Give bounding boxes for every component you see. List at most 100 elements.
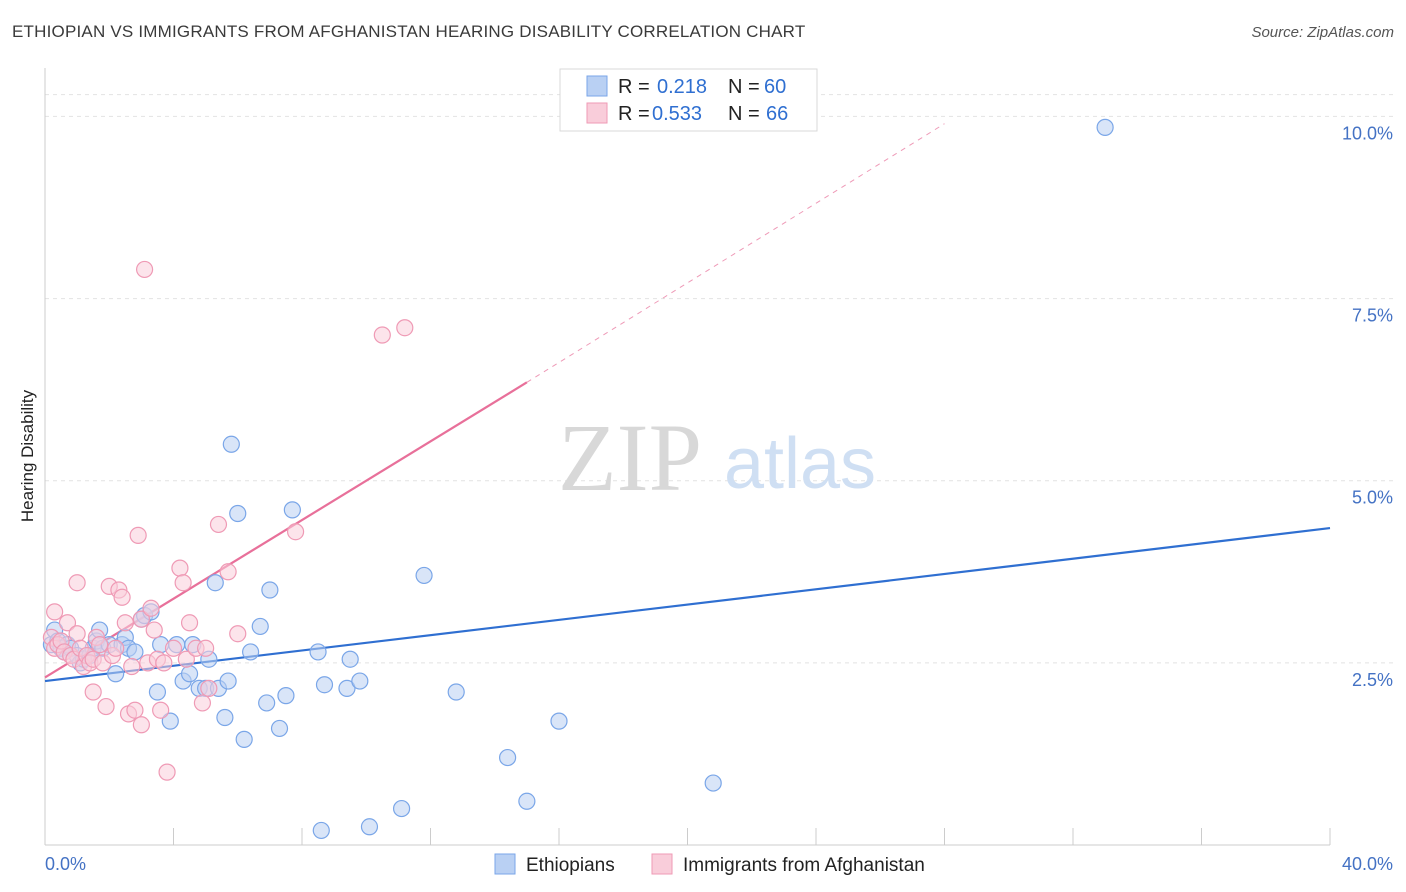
ethiopians-point-37 (219, 672, 237, 690)
afghanistan-point-53 (286, 523, 305, 541)
stats-swatch-afghanistan (586, 102, 608, 124)
ethiopians-point-36 (216, 708, 234, 727)
afghanistan-point-6 (58, 614, 77, 632)
ethiopians-point-59 (518, 792, 536, 810)
y-tick-label-2: 7.5% (1352, 306, 1393, 326)
watermark-atlas: atlas (724, 424, 876, 504)
afghanistan-point-23 (107, 639, 125, 657)
afghanistan-point-26 (116, 614, 134, 632)
afghanistan-point-39 (155, 654, 173, 672)
afghanistan-point-10 (68, 574, 86, 592)
ethiopians-point-48 (309, 643, 327, 661)
ethiopians-point-46 (277, 687, 295, 705)
afghanistan-point-45 (180, 614, 199, 632)
y-axis-title: Hearing Disability (18, 389, 37, 522)
ethiopians-point-24 (148, 683, 167, 701)
afghanistan-point-16 (84, 683, 102, 701)
afghanistan-point-41 (164, 639, 183, 657)
ethiopians-point-54 (360, 818, 379, 836)
afghanistan-point-50 (209, 515, 228, 534)
stats-r-label-2: R = (618, 103, 650, 125)
stats-r-label-1: R = (618, 76, 650, 98)
afghanistan-point-48 (197, 639, 215, 657)
stats-legend: R = 0.218 N = 60 R = 0.533 N = 66 (559, 68, 818, 132)
stats-r-value-ethiopians: 0.218 (657, 76, 707, 98)
legend-label-afghanistan: Immigrants from Afghanistan (683, 855, 925, 876)
ethiopians-point-43 (258, 694, 276, 712)
ethiopians-point-38 (222, 435, 240, 453)
stats-n-label-1: N = (728, 76, 760, 98)
y-tick-label-0: 2.5% (1352, 670, 1393, 690)
y-tick-label-1: 5.0% (1352, 488, 1393, 508)
stats-n-label-2: N = (728, 103, 760, 125)
afghanistan-point-47 (193, 694, 212, 712)
ethiopians-point-20 (126, 643, 144, 661)
ethiopians-point-58 (499, 748, 517, 767)
afghanistan-point-33 (135, 260, 154, 279)
afghanistan-point-54 (373, 326, 391, 344)
bottom-legend: Ethiopians Immigrants from Afghanistan (494, 853, 925, 876)
ethiopians-point-60 (550, 712, 568, 730)
y-tick-label-3: 10.0% (1342, 123, 1393, 143)
afghanistan-point-36 (145, 621, 163, 639)
legend-swatch-ethiopians (494, 853, 516, 875)
x-ticks (44, 828, 1331, 845)
afghanistan-point-28 (123, 657, 141, 676)
ethiopians-point-50 (315, 676, 334, 694)
ethiopians-point-26 (161, 712, 179, 730)
ethiopians-point-55 (392, 799, 411, 818)
ethiopians-point-61 (704, 774, 722, 792)
chart-title: ETHIOPIAN VS IMMIGRANTS FROM AFGHANISTAN… (12, 22, 806, 41)
stats-swatch-ethiopians (586, 75, 608, 97)
afghanistan-point-29 (126, 701, 144, 719)
afghanistan-point-44 (177, 650, 195, 668)
afghanistan-point-55 (396, 319, 414, 337)
x-tick-label-max: 40.0% (1342, 854, 1393, 874)
trend-line-0 (44, 526, 1331, 683)
afghanistan-point-38 (152, 701, 170, 719)
ethiopians-point-49 (312, 821, 330, 840)
ethiopians-point-47 (283, 501, 301, 519)
trend-line-extension-1 (526, 123, 945, 383)
ethiopians-point-34 (206, 574, 224, 592)
afghanistan-point-30 (129, 526, 147, 544)
ethiopians-point-51 (338, 679, 356, 697)
source-label: Source: ZipAtlas.com (1251, 24, 1394, 41)
afghanistan-point-51 (219, 563, 237, 581)
afghanistan-point-18 (91, 636, 109, 654)
afghanistan-point-2 (46, 603, 64, 621)
stats-n-value-ethiopians: 60 (764, 76, 786, 98)
data-points (42, 118, 1114, 840)
ethiopians-point-52 (341, 650, 359, 668)
afghanistan-point-9 (68, 625, 86, 643)
ethiopians-point-42 (251, 617, 269, 636)
afghanistan-point-43 (174, 574, 192, 592)
ethiopians-point-39 (229, 504, 247, 523)
ethiopians-point-57 (447, 683, 465, 701)
ethiopians-point-29 (180, 665, 199, 683)
ethiopians-point-44 (261, 581, 279, 599)
gridlines (45, 94, 1393, 664)
watermark-zip: ZIP (558, 404, 702, 511)
trend-lines (44, 123, 1331, 683)
ethiopians-point-56 (415, 566, 433, 585)
afghanistan-point-52 (229, 625, 247, 643)
afghanistan-point-40 (158, 763, 176, 781)
afghanistan-point-35 (142, 599, 160, 617)
afghanistan-point-42 (171, 559, 189, 577)
ethiopians-point-62 (1096, 118, 1114, 136)
afghanistan-point-25 (113, 588, 131, 606)
ethiopians-point-53 (351, 672, 369, 690)
legend-label-ethiopians: Ethiopians (526, 855, 615, 876)
ethiopians-point-41 (242, 643, 260, 661)
legend-swatch-afghanistan (651, 853, 673, 875)
ethiopians-point-40 (235, 730, 253, 748)
afghanistan-point-20 (97, 697, 115, 716)
stats-r-value-afghanistan: 0.533 (652, 103, 702, 125)
ethiopians-point-45 (270, 719, 289, 738)
afghanistan-point-49 (200, 679, 218, 697)
y-tick-labels: 2.5% 5.0% 7.5% 10.0% (1342, 123, 1393, 689)
afghanistan-point-31 (132, 716, 150, 734)
ethiopians-point-16 (107, 665, 125, 683)
